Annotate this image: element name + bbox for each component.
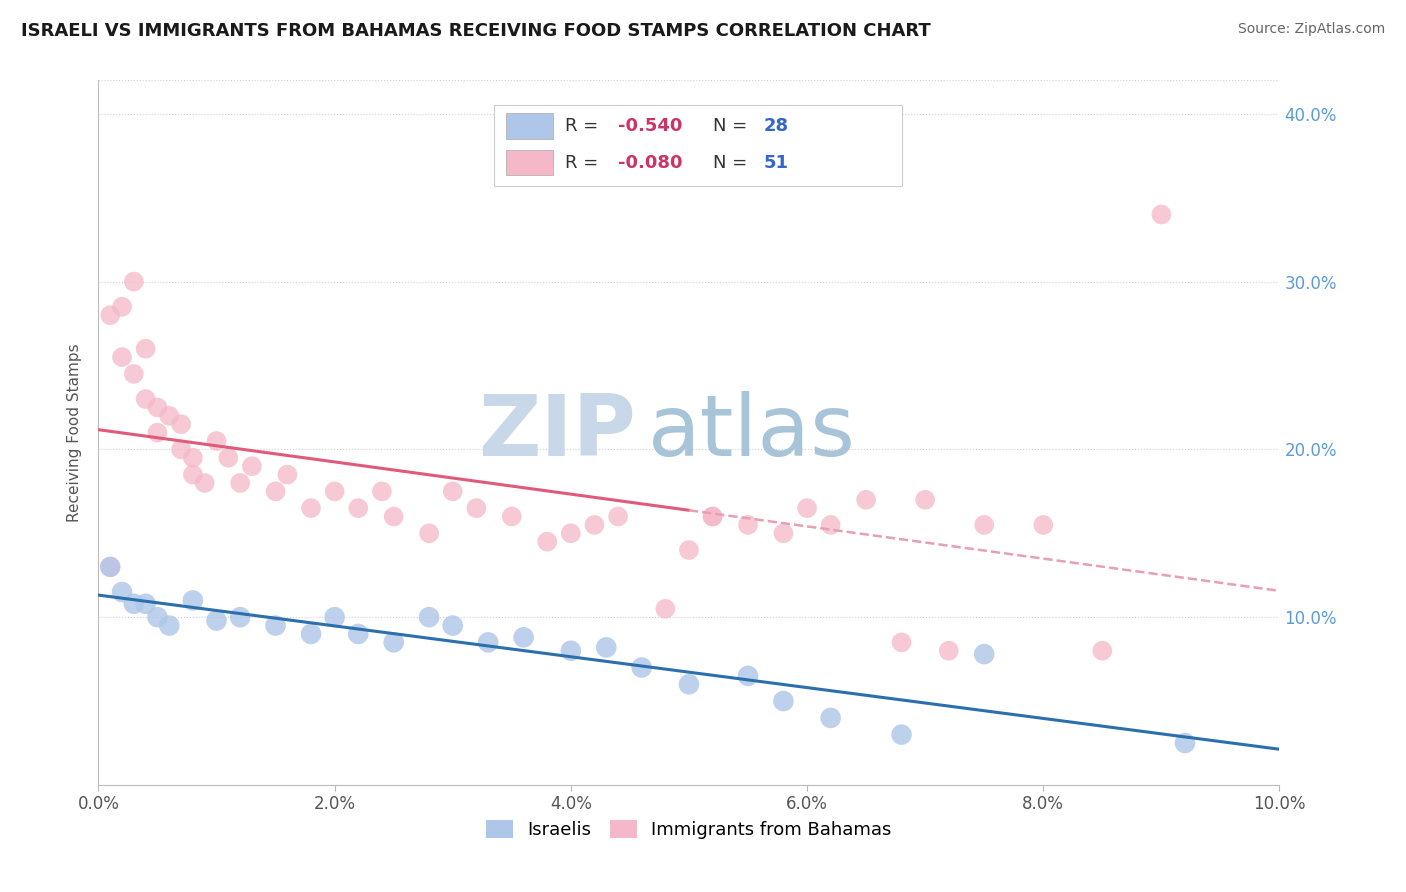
Point [560,526,582,541]
Point [299,501,322,516]
Point [512,630,534,644]
Point [737,517,759,532]
Point [299,627,322,641]
Point [820,517,842,532]
Text: atlas: atlas [648,391,856,475]
Point [111,585,134,599]
Point [890,635,912,649]
Point [229,475,252,490]
Point [122,597,145,611]
Point [347,627,370,641]
Point [323,484,346,499]
Point [737,669,759,683]
Text: N =: N = [713,117,752,135]
Point [205,434,228,448]
Point [938,644,960,658]
Point [973,647,995,661]
Point [560,644,582,658]
Point [820,711,842,725]
Point [170,417,193,432]
Point [465,501,488,516]
Point [98,559,121,574]
Point [1091,644,1114,658]
Point [477,635,499,649]
Point [229,610,252,624]
Point [135,342,157,356]
Point [264,618,287,632]
Point [441,618,464,632]
Point [146,610,169,624]
Point [264,484,287,499]
Point [914,492,936,507]
Text: R =: R = [565,153,605,172]
Point [630,660,652,674]
Point [595,640,617,655]
Point [157,409,180,423]
Point [181,450,204,465]
Point [276,467,298,482]
Text: N =: N = [713,153,752,172]
Text: ZIP: ZIP [478,391,636,475]
Text: 51: 51 [763,153,789,172]
Point [772,526,794,541]
FancyBboxPatch shape [494,105,901,186]
Point [1032,517,1054,532]
Point [441,484,464,499]
Point [890,728,912,742]
Text: Source: ZipAtlas.com: Source: ZipAtlas.com [1237,22,1385,37]
Point [146,401,169,415]
Point [583,517,606,532]
Point [678,677,700,691]
Point [702,509,724,524]
Point [240,459,263,474]
Point [501,509,523,524]
FancyBboxPatch shape [506,150,553,176]
Point [111,350,134,364]
Legend: Israelis, Immigrants from Bahamas: Israelis, Immigrants from Bahamas [479,814,898,847]
FancyBboxPatch shape [506,113,553,139]
Point [181,467,204,482]
Text: -0.540: -0.540 [619,117,682,135]
Y-axis label: Receiving Food Stamps: Receiving Food Stamps [67,343,83,522]
Point [382,509,405,524]
Point [607,509,630,524]
Point [122,367,145,381]
Point [1174,736,1197,750]
Point [98,559,121,574]
Point [855,492,877,507]
Point [654,602,676,616]
Point [170,442,193,457]
Point [418,610,440,624]
Point [98,308,121,322]
Point [146,425,169,440]
Text: R =: R = [565,117,605,135]
Point [135,392,157,406]
Point [347,501,370,516]
Point [323,610,346,624]
Point [796,501,818,516]
Point [678,543,700,558]
Point [973,517,995,532]
Point [418,526,440,541]
Point [205,614,228,628]
Point [772,694,794,708]
Point [122,275,145,289]
Point [135,597,157,611]
Point [536,534,558,549]
Point [382,635,405,649]
Text: ISRAELI VS IMMIGRANTS FROM BAHAMAS RECEIVING FOOD STAMPS CORRELATION CHART: ISRAELI VS IMMIGRANTS FROM BAHAMAS RECEI… [21,22,931,40]
Point [1150,207,1173,221]
Point [194,475,217,490]
Point [181,593,204,607]
Point [157,618,180,632]
Point [217,450,239,465]
Text: 28: 28 [763,117,789,135]
Point [111,300,134,314]
Point [702,509,724,524]
Text: -0.080: -0.080 [619,153,682,172]
Point [371,484,394,499]
